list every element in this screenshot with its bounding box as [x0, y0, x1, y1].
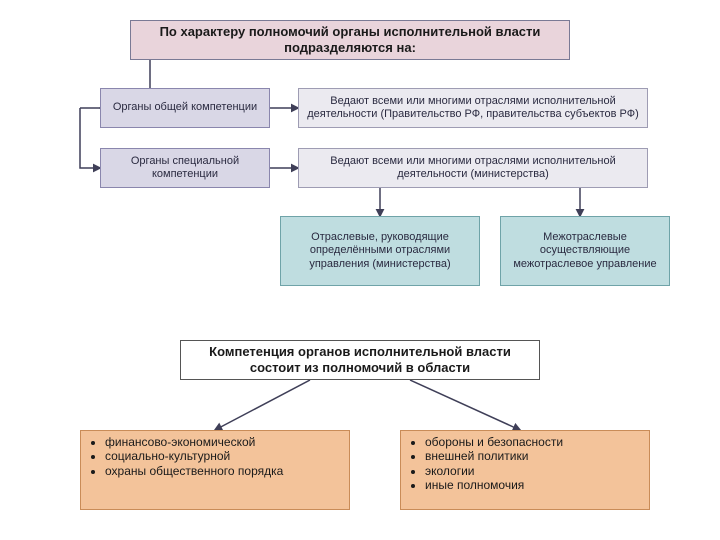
- box-branch: Отраслевые, руководящие определёнными от…: [280, 216, 480, 286]
- box-general-competence-text: Органы общей компетенции: [113, 101, 257, 114]
- header-powers: По характеру полномочий органы исполните…: [130, 20, 570, 60]
- competence-list-left-ul: финансово-экономической социально-культу…: [87, 435, 283, 478]
- header-competence-text: Компетенция органов исполнительной власт…: [187, 344, 533, 375]
- header-competence: Компетенция органов исполнительной власт…: [180, 340, 540, 380]
- box-general-competence-desc: Ведают всеми или многими отраслями испол…: [298, 88, 648, 128]
- list-item: экологии: [425, 464, 563, 478]
- list-item: охраны общественного порядка: [105, 464, 283, 478]
- competence-list-left: финансово-экономической социально-культу…: [80, 430, 350, 510]
- list-item: социально-культурной: [105, 449, 283, 463]
- box-special-competence-desc: Ведают всеми или многими отраслями испол…: [298, 148, 648, 188]
- competence-list-right-ul: обороны и безопасности внешней политики …: [407, 435, 563, 493]
- box-interbranch: Межотраслевые осуществляющие межотраслев…: [500, 216, 670, 286]
- diagram-stage: По характеру полномочий органы исполните…: [0, 0, 720, 540]
- box-branch-text: Отраслевые, руководящие определёнными от…: [287, 231, 473, 271]
- header-powers-text: По характеру полномочий органы исполните…: [137, 24, 563, 55]
- list-item: иные полномочия: [425, 478, 563, 492]
- box-general-competence-desc-text: Ведают всеми или многими отраслями испол…: [305, 95, 641, 121]
- box-special-competence-text: Органы специальной компетенции: [107, 155, 263, 181]
- list-item: финансово-экономической: [105, 435, 283, 449]
- box-special-competence: Органы специальной компетенции: [100, 148, 270, 188]
- list-item: внешней политики: [425, 449, 563, 463]
- box-special-competence-desc-text: Ведают всеми или многими отраслями испол…: [305, 155, 641, 181]
- box-general-competence: Органы общей компетенции: [100, 88, 270, 128]
- competence-list-right: обороны и безопасности внешней политики …: [400, 430, 650, 510]
- list-item: обороны и безопасности: [425, 435, 563, 449]
- box-interbranch-text: Межотраслевые осуществляющие межотраслев…: [507, 231, 663, 271]
